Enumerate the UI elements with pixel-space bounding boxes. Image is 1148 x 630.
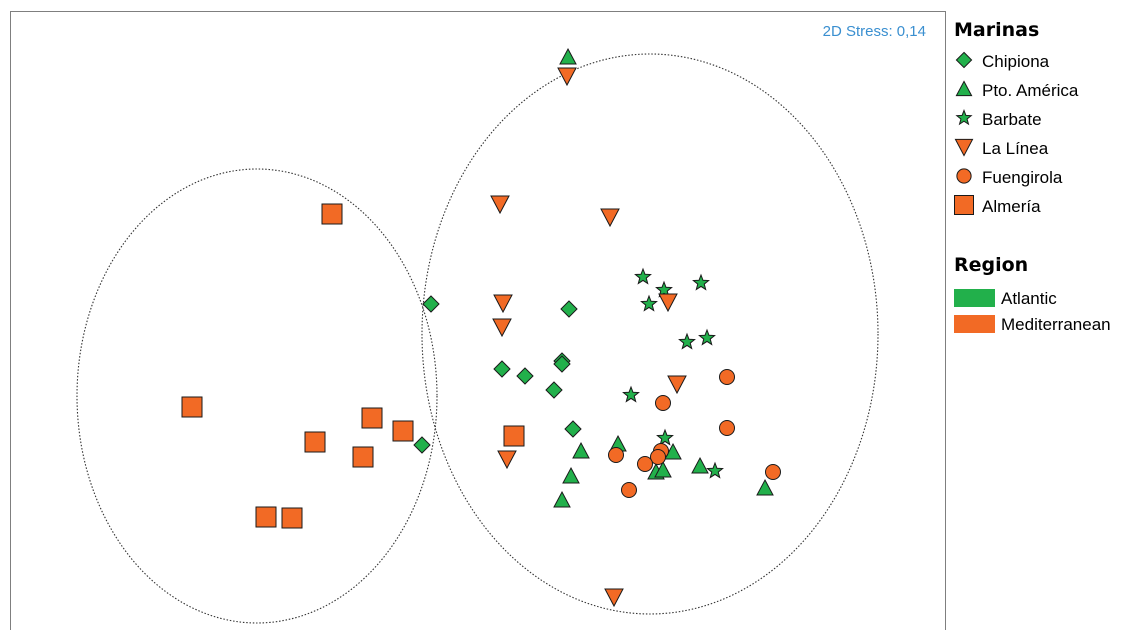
point-barbate — [692, 273, 710, 291]
grouping-ellipses — [76, 53, 879, 624]
point-barbate — [698, 328, 716, 346]
point-barbate — [640, 294, 658, 312]
point-almeria — [361, 407, 383, 429]
point-la-linea — [497, 450, 517, 470]
point-chipiona — [553, 355, 571, 373]
legend: Marinas Chipiona Pto. América Barbate La Lí… — [954, 19, 1111, 334]
point-pto-america — [559, 47, 577, 65]
point-almeria — [304, 431, 326, 453]
point-chipiona — [413, 436, 431, 454]
point-barbate — [678, 332, 696, 350]
legend-title-region: Region — [954, 254, 1028, 276]
legend-label-mediterranean: Mediterranean — [1001, 315, 1111, 334]
point-pto-america — [664, 442, 682, 460]
legend-label-almeria: Almería — [982, 197, 1041, 216]
legend-symbol-barbate — [955, 108, 973, 126]
legend-label-fuengirola: Fuengirola — [982, 168, 1063, 187]
point-almeria — [321, 203, 343, 225]
point-fuengirola — [719, 420, 735, 436]
legend-swatch-mediterranean — [954, 315, 995, 333]
point-chipiona — [545, 381, 563, 399]
legend-label-chipiona: Chipiona — [982, 52, 1050, 71]
point-fuengirola — [608, 447, 624, 463]
point-la-linea — [492, 318, 512, 338]
point-la-linea — [604, 588, 624, 608]
point-chipiona — [564, 420, 582, 438]
legend-title-marinas: Marinas — [954, 19, 1039, 41]
point-la-linea — [658, 293, 678, 313]
point-almeria — [281, 507, 303, 529]
legend-marinas: Chipiona Pto. América Barbate La Línea Fueng… — [954, 51, 1079, 216]
legend-label-pto-america: Pto. América — [982, 81, 1079, 100]
point-la-linea — [557, 67, 577, 87]
point-almeria — [255, 506, 277, 528]
point-almeria — [503, 425, 525, 447]
point-almeria — [181, 396, 203, 418]
point-la-linea — [490, 195, 510, 215]
point-barbate — [656, 428, 674, 446]
point-fuengirola — [637, 456, 653, 472]
point-la-linea — [600, 208, 620, 228]
point-la-linea — [667, 375, 687, 395]
point-pto-america — [553, 490, 571, 508]
point-barbate — [706, 461, 724, 479]
data-points — [181, 47, 781, 608]
grouping-ellipse-2 — [421, 53, 879, 615]
legend-symbol-chipiona — [955, 51, 973, 69]
point-fuengirola — [765, 464, 781, 480]
point-chipiona — [516, 367, 534, 385]
point-pto-america — [654, 460, 672, 478]
legend-symbol-almeria — [954, 195, 974, 215]
point-la-linea — [493, 294, 513, 314]
legend-label-atlantic: Atlantic — [1001, 289, 1057, 308]
point-fuengirola — [655, 395, 671, 411]
stress-annotation: 2D Stress: 0,14 — [823, 23, 926, 40]
legend-label-la-linea: La Línea — [982, 139, 1049, 158]
legend-symbol-la-linea — [954, 138, 974, 157]
point-chipiona — [493, 360, 511, 378]
point-barbate — [655, 280, 673, 298]
plot-frame — [10, 11, 946, 630]
point-pto-america — [691, 456, 709, 474]
point-chipiona — [560, 300, 578, 318]
legend-label-barbate: Barbate — [982, 110, 1042, 129]
legend-swatch-atlantic — [954, 289, 995, 307]
point-barbate — [634, 267, 652, 285]
point-almeria — [352, 446, 374, 468]
point-barbate — [622, 385, 640, 403]
point-pto-america — [562, 466, 580, 484]
grouping-ellipse-1 — [76, 168, 438, 624]
legend-symbol-fuengirola — [956, 168, 972, 184]
point-fuengirola — [650, 449, 666, 465]
point-pto-america — [572, 441, 590, 459]
point-almeria — [392, 420, 414, 442]
point-chipiona — [422, 295, 440, 313]
point-fuengirola — [621, 482, 637, 498]
legend-symbol-pto-america — [955, 80, 973, 97]
point-pto-america — [756, 478, 774, 496]
legend-regions: Atlantic Mediterranean — [954, 289, 1111, 334]
point-fuengirola — [719, 369, 735, 385]
